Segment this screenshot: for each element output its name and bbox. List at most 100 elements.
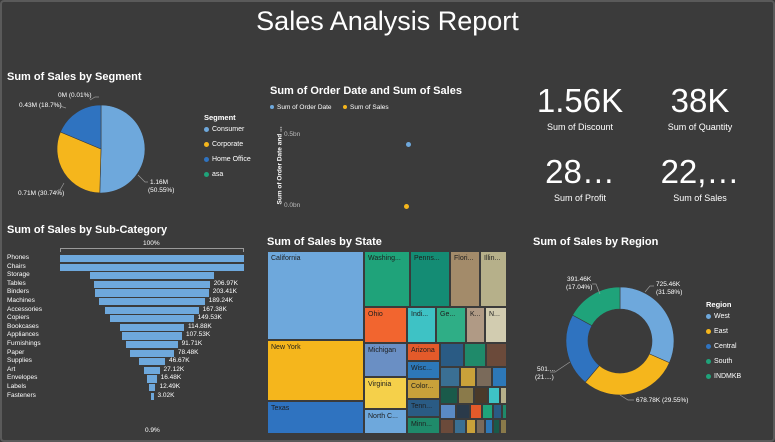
- treemap-cell-small[interactable]: [456, 404, 470, 419]
- treemap-cell-n[interactable]: N...: [485, 307, 507, 343]
- segment-legend-asa[interactable]: asa: [204, 171, 223, 178]
- subcategory-top-pct: 100%: [143, 240, 160, 247]
- treemap-cell-florida[interactable]: Flori...: [450, 251, 480, 307]
- treemap-cell-tennessee[interactable]: Tenn...: [407, 399, 440, 417]
- subcategory-value-label: 16.48K: [160, 374, 182, 382]
- treemap-cell-small[interactable]: [454, 419, 466, 434]
- subcategory-bar[interactable]: [122, 332, 182, 340]
- treemap-cell-illinois[interactable]: Illin...: [480, 251, 507, 307]
- segment-legend-home-office[interactable]: Home Office: [204, 156, 251, 163]
- treemap-cell-california[interactable]: California: [267, 251, 364, 340]
- subcategory-bar[interactable]: [119, 323, 185, 331]
- treemap-cell-small[interactable]: [500, 387, 507, 404]
- legend-dot-icon: [204, 126, 209, 132]
- treemap-cell-small[interactable]: [466, 419, 476, 434]
- legend-dot-icon: [706, 358, 711, 364]
- subcategory-label: Appliances: [7, 331, 39, 339]
- subcategory-bar[interactable]: [148, 384, 156, 392]
- subcategory-bar[interactable]: [99, 298, 205, 306]
- subcategory-label: Labels: [7, 383, 27, 390]
- region-legend-east[interactable]: East: [706, 328, 728, 335]
- subcategory-bar[interactable]: [126, 341, 178, 349]
- treemap-cell-small[interactable]: [500, 419, 507, 434]
- legend-dot-icon: [270, 105, 274, 110]
- legend-dot-icon: [706, 328, 711, 334]
- subcategory-bar[interactable]: [94, 280, 210, 288]
- treemap-cell-small[interactable]: [440, 367, 460, 387]
- treemap-cell-small[interactable]: [492, 367, 507, 387]
- treemap-cell-small[interactable]: [476, 367, 492, 387]
- treemap-cell-small[interactable]: [440, 343, 464, 367]
- segment-legend-title: Segment: [204, 113, 236, 122]
- region-slice-south[interactable]: [572, 286, 621, 327]
- region-legend-indmkb[interactable]: INDMKB: [706, 373, 741, 380]
- treemap-cell-small[interactable]: [460, 367, 476, 387]
- treemap-cell-small[interactable]: [485, 419, 493, 434]
- segment-legend-corporate[interactable]: Corporate: [204, 141, 243, 148]
- region-legend-central[interactable]: Central: [706, 343, 737, 350]
- treemap-cell-small[interactable]: [476, 419, 485, 434]
- subcategory-value-label: 206.97K: [213, 279, 238, 287]
- region-legend-south[interactable]: South: [706, 358, 732, 365]
- segment-pie-chart[interactable]: [56, 104, 146, 194]
- segment-slice-consumer[interactable]: [99, 104, 146, 194]
- subcategory-bar[interactable]: [105, 306, 199, 314]
- subcategory-bar[interactable]: [130, 349, 174, 357]
- treemap-cell-virginia[interactable]: Virginia: [364, 377, 407, 409]
- treemap-cell-small[interactable]: [440, 387, 458, 404]
- treemap-cell-small[interactable]: [488, 387, 500, 404]
- order-date-legend-order[interactable]: Sum of Order Date: [270, 104, 332, 111]
- order-date-point[interactable]: [406, 142, 411, 147]
- treemap-cell-small[interactable]: [464, 343, 486, 367]
- treemap-cell-indiana[interactable]: Indi...: [407, 307, 436, 343]
- treemap-cell-wisconsin[interactable]: Wisc...: [407, 361, 440, 379]
- treemap-cell-michigan[interactable]: Michigan: [364, 343, 407, 377]
- treemap-cell-minnesota[interactable]: Minn...: [407, 417, 440, 434]
- treemap-cell-north-carolina[interactable]: North C...: [364, 409, 407, 434]
- treemap-cell-newyork[interactable]: New York: [267, 340, 364, 401]
- order-date-legend-sales[interactable]: Sum of Sales: [343, 104, 389, 111]
- subcategory-bar[interactable]: [150, 392, 154, 400]
- segment-slice-corporate[interactable]: [56, 131, 102, 194]
- treemap-small-cells: [440, 343, 507, 434]
- subcategory-bar[interactable]: [89, 272, 215, 280]
- treemap-cell-small[interactable]: [502, 404, 507, 419]
- treemap-cell-pennsylvania[interactable]: Penns...: [410, 251, 450, 307]
- subcategory-bar[interactable]: [95, 289, 209, 297]
- region-label-south-pct: (17.04%): [566, 284, 593, 291]
- region-donut-chart[interactable]: [565, 286, 675, 396]
- treemap-cell-small[interactable]: [440, 419, 454, 434]
- subcategory-bar[interactable]: [60, 255, 244, 263]
- treemap-cell-small[interactable]: [470, 404, 482, 419]
- treemap-cell-small[interactable]: [474, 387, 488, 404]
- subcategory-bar[interactable]: [144, 366, 160, 374]
- treemap-cell-washington[interactable]: Washing...: [364, 251, 410, 307]
- treemap-cell-small[interactable]: [440, 404, 456, 419]
- segment-legend-consumer[interactable]: Consumer: [204, 126, 244, 133]
- subcategory-bar[interactable]: [138, 358, 165, 366]
- treemap-cell-arizona[interactable]: Arizona: [407, 343, 440, 361]
- treemap-cell-small[interactable]: [482, 404, 493, 419]
- region-legend-west[interactable]: West: [706, 313, 730, 320]
- subcategory-bar[interactable]: [147, 375, 157, 383]
- segment-slice-home-office[interactable]: [60, 104, 102, 150]
- treemap-cell-georgia[interactable]: Ge...: [436, 307, 466, 343]
- subcategory-value-label: 46.67K: [169, 357, 190, 365]
- treemap-cell-colorado[interactable]: Color...: [407, 379, 440, 399]
- treemap-cell-small[interactable]: [458, 387, 474, 404]
- treemap-cell-small[interactable]: [486, 343, 507, 367]
- sales-point[interactable]: [404, 204, 409, 209]
- subcategory-label: Fasteners: [7, 391, 36, 399]
- subcategory-bar[interactable]: [110, 315, 194, 323]
- subcategory-value-label: 107.53K: [185, 331, 211, 339]
- subcategory-label: Bookcases: [7, 322, 39, 330]
- treemap-cell-k[interactable]: K...: [466, 307, 485, 343]
- treemap-cell-small[interactable]: [493, 404, 502, 419]
- region-label-south-value: 391.46K: [567, 276, 592, 283]
- kpi-sales-value: 22,…: [660, 153, 740, 190]
- subcategory-bar[interactable]: [60, 263, 244, 271]
- treemap-cell-small[interactable]: [493, 419, 500, 434]
- treemap-cell-ohio[interactable]: Ohio: [364, 307, 407, 343]
- treemap-cell-texas[interactable]: Texas: [267, 401, 364, 434]
